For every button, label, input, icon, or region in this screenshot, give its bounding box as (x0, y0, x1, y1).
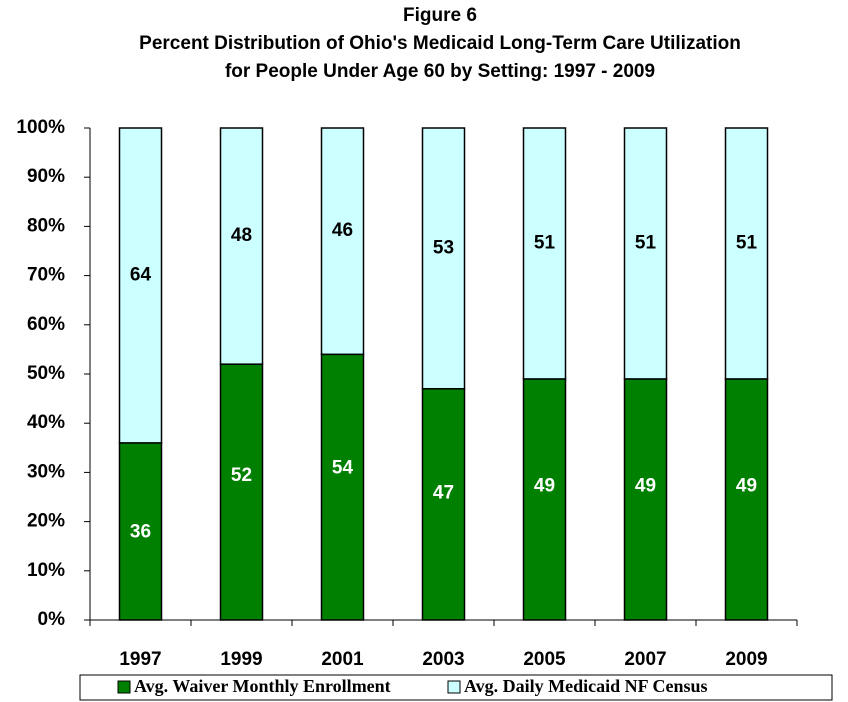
value-label: 54 (332, 458, 354, 479)
value-label: 51 (736, 232, 758, 253)
value-label: 47 (433, 483, 454, 504)
legend-swatch (117, 680, 131, 694)
chart-title: Figure 6 (403, 5, 477, 26)
value-label: 49 (635, 475, 656, 496)
chart-subtitle: for People Under Age 60 by Setting: 1997… (225, 61, 655, 82)
value-label: 64 (130, 264, 152, 285)
y-tick-label: 100% (16, 117, 65, 138)
y-tick-label: 10% (27, 560, 65, 581)
x-tick-label: 2001 (321, 649, 364, 670)
bar-segment (118, 127, 163, 444)
x-tick-label: 2003 (422, 649, 464, 670)
x-tick-label: 1997 (119, 649, 161, 670)
x-tick-label: 2009 (725, 649, 767, 670)
bar-segment (724, 378, 769, 621)
y-tick-label: 50% (27, 363, 65, 384)
y-tick-label: 60% (27, 314, 65, 335)
y-tick-label: 90% (27, 166, 65, 187)
bar-segment (219, 363, 264, 621)
value-label: 51 (534, 232, 556, 253)
y-tick-label: 20% (27, 511, 65, 532)
y-tick-label: 40% (27, 412, 65, 433)
y-tick-label: 0% (38, 609, 66, 630)
bar-segment (118, 442, 163, 621)
bar-segment (522, 127, 567, 380)
bar-segment (623, 378, 668, 621)
y-tick-label: 80% (27, 215, 65, 236)
legend-label: Avg. Daily Medicaid NF Census (464, 676, 708, 696)
x-tick-label: 2007 (624, 649, 666, 670)
bar-segment (724, 127, 769, 380)
legend-swatch (447, 680, 461, 694)
y-tick-label: 30% (27, 461, 65, 482)
value-label: 36 (130, 521, 151, 542)
value-label: 52 (231, 465, 252, 486)
value-label: 49 (736, 475, 757, 496)
value-label: 51 (635, 232, 657, 253)
bar-segment (320, 127, 365, 356)
x-tick-label: 1999 (220, 649, 262, 670)
bar-segment (623, 127, 668, 380)
x-tick-label: 2005 (523, 649, 566, 670)
y-tick-label: 70% (27, 265, 65, 286)
bar-segment (421, 127, 466, 390)
legend-label: Avg. Waiver Monthly Enrollment (134, 676, 391, 696)
value-label: 53 (433, 237, 454, 258)
bar-segment (320, 353, 365, 621)
value-label: 48 (231, 225, 252, 246)
value-label: 46 (332, 220, 353, 241)
chart-subtitle: Percent Distribution of Ohio's Medicaid … (139, 33, 741, 54)
bar-segment (421, 388, 466, 621)
bar-segment (219, 127, 264, 365)
bar-segment (522, 378, 567, 621)
value-label: 49 (534, 475, 555, 496)
